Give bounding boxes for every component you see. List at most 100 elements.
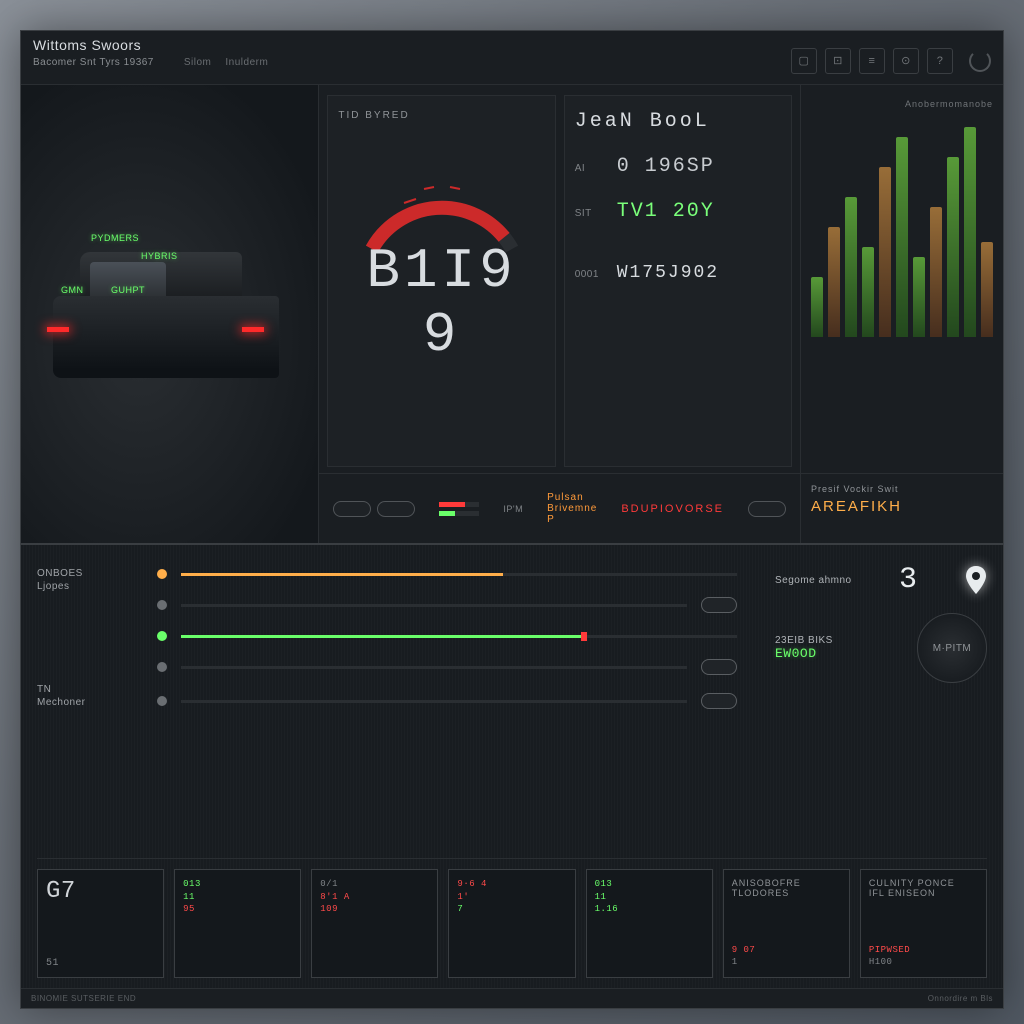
gauge-value: B1I9 9 <box>338 239 544 367</box>
right-column: Anobermomanobe Presif Vockir Swit AREAFI… <box>801 85 1003 543</box>
gauge-panel: TID BYRED B1I9 9 <box>327 95 555 467</box>
chart-bar <box>930 207 942 337</box>
slider-track[interactable] <box>181 573 737 576</box>
status-tile[interactable]: 0/18'1 A109 <box>311 869 438 978</box>
chart-bar <box>913 257 925 337</box>
tile-strip: G75101311950/18'1 A1099·6 41'7013111.16A… <box>37 858 987 978</box>
lower-section: ONBOES Ljopes TN Mechoner Segome ahmno 3 <box>21 545 1003 988</box>
stats-title: JeaN BooL <box>575 110 781 133</box>
status-tile[interactable]: 0131195 <box>174 869 301 978</box>
header-btn-1[interactable]: ▢ <box>791 48 817 74</box>
tile-lines: PIPWSEDH100 <box>869 944 978 969</box>
tile-main: G7 <box>46 878 155 905</box>
slider-row[interactable] <box>157 569 737 579</box>
header-btn-4[interactable]: ⊙ <box>893 48 919 74</box>
stat-value: 0 196SP <box>617 155 715 178</box>
app-title: Wittoms Swoors <box>33 37 268 53</box>
chart-bar <box>811 277 823 337</box>
bar-chart <box>811 117 993 337</box>
status-warning: Pulsan Brivemne P <box>547 492 597 525</box>
vehicle-preview: PYDMERSHYBRIS GMN GUHPT <box>21 85 319 543</box>
chart-bar <box>828 227 840 337</box>
status-tile[interactable]: CULNITY PONCE IFL ENISEON PIPWSEDH100 <box>860 869 987 978</box>
slider-row[interactable] <box>157 659 737 675</box>
header-btn-2[interactable]: ⊡ <box>825 48 851 74</box>
loading-spinner-icon <box>969 50 991 72</box>
slider-dot-icon <box>157 600 167 610</box>
stat-label: SIT <box>575 208 607 219</box>
stats-code-value: W175J902 <box>617 263 719 283</box>
center-statusbar: IP'M Pulsan Brivemne P BDUPIOVORSE <box>319 473 800 543</box>
header-btn-help[interactable]: ? <box>927 48 953 74</box>
sr-label-2: 23EIB BIKS <box>775 635 833 646</box>
status-bars <box>439 502 479 516</box>
gauge-title: TID BYRED <box>338 110 544 121</box>
header-btn-3[interactable]: ≡ <box>859 48 885 74</box>
hud-label: PYDMERS <box>91 233 139 243</box>
main-window: Wittoms Swoors Bacomer Snt Tyrs 19367 Si… <box>20 30 1004 1009</box>
slider-track[interactable] <box>181 700 687 703</box>
tile-sub: 51 <box>46 958 155 969</box>
chart-bar <box>862 247 874 337</box>
upper-section: PYDMERSHYBRIS GMN GUHPT TID BYRED <box>21 85 1003 545</box>
status-tile[interactable]: G7 51 <box>37 869 164 978</box>
status-tile[interactable]: 9·6 41'7 <box>448 869 575 978</box>
center-stack: TID BYRED B1I9 9 JeaN BooL AI 0 <box>319 85 801 543</box>
status-left-text: IP'M <box>503 504 523 514</box>
slider-row[interactable] <box>157 597 737 613</box>
chart-bar <box>947 157 959 337</box>
tile-lines: 9·6 41'7 <box>457 878 566 916</box>
tile-head: CULNITY PONCE IFL ENISEON <box>869 878 978 898</box>
slider-track[interactable] <box>181 635 737 638</box>
hud-label: GUHPT <box>111 285 145 295</box>
pill-icon[interactable] <box>748 501 786 517</box>
slider-row[interactable] <box>157 693 737 709</box>
sr-value-2: EW0OD <box>775 646 833 661</box>
hud-label: HYBRIS <box>141 251 178 261</box>
pill-icon[interactable] <box>377 501 415 517</box>
slider-dot-icon <box>157 662 167 672</box>
app-subtitle: Bacomer Snt Tyrs 19367 <box>33 57 154 68</box>
stat-value: TV1 20Y <box>617 200 715 223</box>
tile-head: ANISOBOFRE TLODORES <box>732 878 841 898</box>
stats-code-label: 0001 <box>575 269 607 280</box>
hud-label: GMN <box>61 285 84 295</box>
footer: BINOMIE SUTSERIE END Onnordire m Bls <box>21 988 1003 1008</box>
slider-pill-button[interactable] <box>701 693 737 709</box>
chart-bar <box>964 127 976 337</box>
sr-value-1: 3 <box>899 563 918 597</box>
tab-1[interactable]: Inulderm <box>225 57 268 68</box>
status-tile[interactable]: 013111.16 <box>586 869 713 978</box>
footer-left: BINOMIE SUTSERIE END <box>31 994 136 1003</box>
slider-pill-button[interactable] <box>701 597 737 613</box>
chart-bar <box>879 167 891 337</box>
slider-dot-icon <box>157 569 167 579</box>
stat-label: AI <box>575 163 607 174</box>
slider-pill-button[interactable] <box>701 659 737 675</box>
footer-right: Onnordire m Bls <box>928 994 993 1003</box>
dial-control[interactable]: M·PITM <box>917 613 987 683</box>
slider-dot-icon <box>157 696 167 706</box>
status-error: BDUPIOVORSE <box>621 503 724 515</box>
stats-panel: JeaN BooL AI 0 196SP SIT TV1 20Y 0001 W17… <box>564 95 792 467</box>
slider-dot-icon <box>157 631 167 641</box>
slider-group-1-label: ONBOES Ljopes <box>37 567 137 593</box>
tile-lines: 0/18'1 A109 <box>320 878 429 916</box>
slider-group-2-label: TN Mechoner <box>37 683 137 709</box>
status-tile[interactable]: ANISOBOFRE TLODORES 9 071 <box>723 869 850 978</box>
pill-icon[interactable] <box>333 501 371 517</box>
tab-0[interactable]: Silom <box>184 57 212 68</box>
slider-track[interactable] <box>181 604 687 607</box>
slider-row[interactable] <box>157 631 737 641</box>
chart-bar <box>981 242 993 337</box>
right-title: Anobermomanobe <box>811 99 993 109</box>
header: Wittoms Swoors Bacomer Snt Tyrs 19367 Si… <box>21 31 1003 85</box>
tile-lines: 9 071 <box>732 944 841 969</box>
location-pin-icon <box>965 566 987 594</box>
right-bottom-value: AREAFIKH <box>811 498 993 515</box>
tile-lines: 0131195 <box>183 878 292 916</box>
chart-bar <box>845 197 857 337</box>
slider-track[interactable] <box>181 666 687 669</box>
right-bottom-label: Presif Vockir Swit <box>811 484 993 494</box>
slider-rows <box>157 563 737 858</box>
